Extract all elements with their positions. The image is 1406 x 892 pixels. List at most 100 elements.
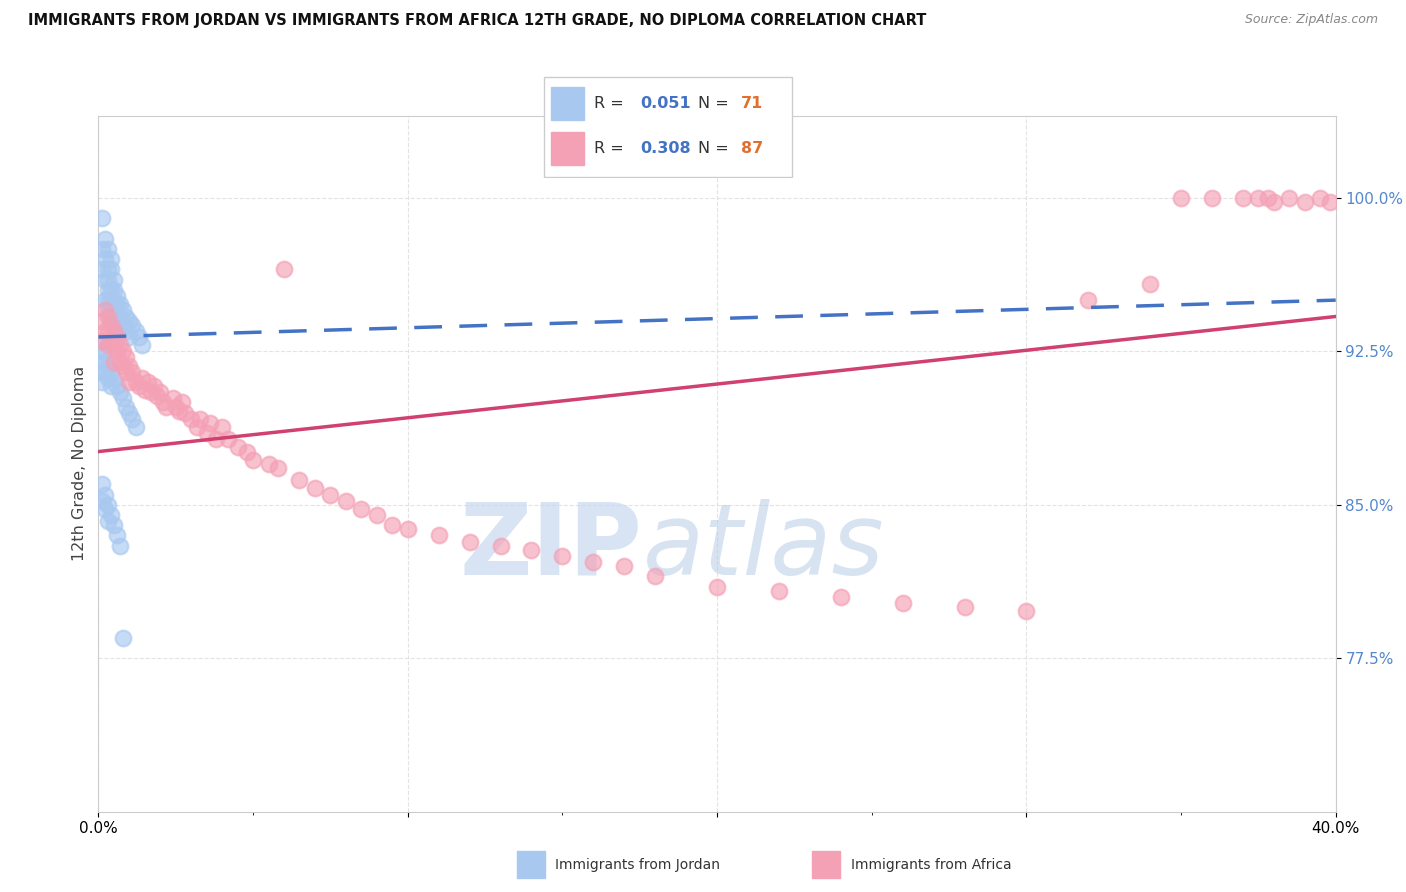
Point xyxy=(93,354,115,368)
Point xyxy=(90,344,112,359)
Point xyxy=(90,334,112,348)
Point xyxy=(381,518,404,533)
Point xyxy=(1201,191,1223,205)
Point xyxy=(97,273,120,287)
Point xyxy=(350,501,373,516)
Point xyxy=(97,514,120,528)
Point xyxy=(112,318,135,332)
Point xyxy=(105,330,128,344)
Text: N =: N = xyxy=(699,96,734,111)
Point xyxy=(1294,194,1316,209)
Point xyxy=(100,379,122,393)
Point xyxy=(174,406,197,420)
Point xyxy=(103,324,125,338)
Point xyxy=(103,338,125,352)
Point xyxy=(93,273,115,287)
Text: atlas: atlas xyxy=(643,499,884,596)
Point xyxy=(195,426,218,441)
Point xyxy=(1077,293,1099,307)
Point xyxy=(489,539,512,553)
Point xyxy=(1278,191,1301,205)
Point xyxy=(180,412,202,426)
Text: 71: 71 xyxy=(741,96,763,111)
Point xyxy=(105,379,128,393)
Point xyxy=(97,371,120,385)
Point xyxy=(97,498,120,512)
Point xyxy=(706,580,728,594)
Point xyxy=(1263,194,1285,209)
Point xyxy=(128,330,150,344)
Point xyxy=(93,252,115,267)
Point xyxy=(97,262,120,277)
Point xyxy=(155,400,177,414)
Point xyxy=(90,334,112,348)
Point xyxy=(1015,604,1038,618)
Point xyxy=(139,385,162,400)
Point xyxy=(520,542,543,557)
Point xyxy=(121,365,143,379)
Text: 0.051: 0.051 xyxy=(640,96,690,111)
Point xyxy=(162,392,184,406)
Point xyxy=(205,432,228,446)
Point xyxy=(105,297,128,311)
Point xyxy=(93,303,115,318)
Point xyxy=(124,375,146,389)
Point xyxy=(93,344,115,359)
Point xyxy=(112,344,135,359)
Point xyxy=(118,313,141,327)
Point xyxy=(108,385,131,400)
Point xyxy=(124,420,146,434)
Point xyxy=(90,262,112,277)
Point xyxy=(112,631,135,645)
Point xyxy=(97,359,120,373)
Point xyxy=(217,432,239,446)
Point xyxy=(1257,191,1279,205)
Point xyxy=(100,293,122,307)
Point xyxy=(582,555,605,569)
Point xyxy=(90,313,112,327)
Point xyxy=(115,400,138,414)
Point xyxy=(121,412,143,426)
Y-axis label: 12th Grade, No Diploma: 12th Grade, No Diploma xyxy=(72,367,87,561)
Point xyxy=(118,406,141,420)
Point xyxy=(93,324,115,338)
Text: Source: ZipAtlas.com: Source: ZipAtlas.com xyxy=(1244,13,1378,27)
Point xyxy=(427,528,450,542)
Point xyxy=(100,252,122,267)
Point xyxy=(93,365,115,379)
Point xyxy=(112,359,135,373)
Point xyxy=(143,379,166,393)
Point xyxy=(100,365,122,379)
Point xyxy=(108,297,131,311)
Point xyxy=(396,522,419,536)
Point xyxy=(131,338,153,352)
Point xyxy=(90,354,112,368)
Point xyxy=(97,293,120,307)
Point xyxy=(103,273,125,287)
Point xyxy=(1170,191,1192,205)
Point xyxy=(97,283,120,297)
Point xyxy=(1247,191,1270,205)
Text: R =: R = xyxy=(595,96,630,111)
Point xyxy=(335,493,357,508)
Point xyxy=(146,389,169,403)
Point xyxy=(108,324,131,338)
Point xyxy=(458,534,481,549)
Point xyxy=(115,365,138,379)
Point xyxy=(103,283,125,297)
Point xyxy=(103,371,125,385)
Point xyxy=(97,303,120,318)
Bar xyxy=(551,87,585,120)
Point xyxy=(953,600,976,615)
Point xyxy=(115,324,138,338)
Point xyxy=(90,493,112,508)
Point xyxy=(100,283,122,297)
Point xyxy=(226,441,249,455)
Point xyxy=(103,354,125,368)
Point xyxy=(136,375,159,389)
Point xyxy=(257,457,280,471)
Point xyxy=(105,310,128,324)
Point xyxy=(167,403,190,417)
Point xyxy=(90,211,112,226)
Point xyxy=(100,334,122,348)
